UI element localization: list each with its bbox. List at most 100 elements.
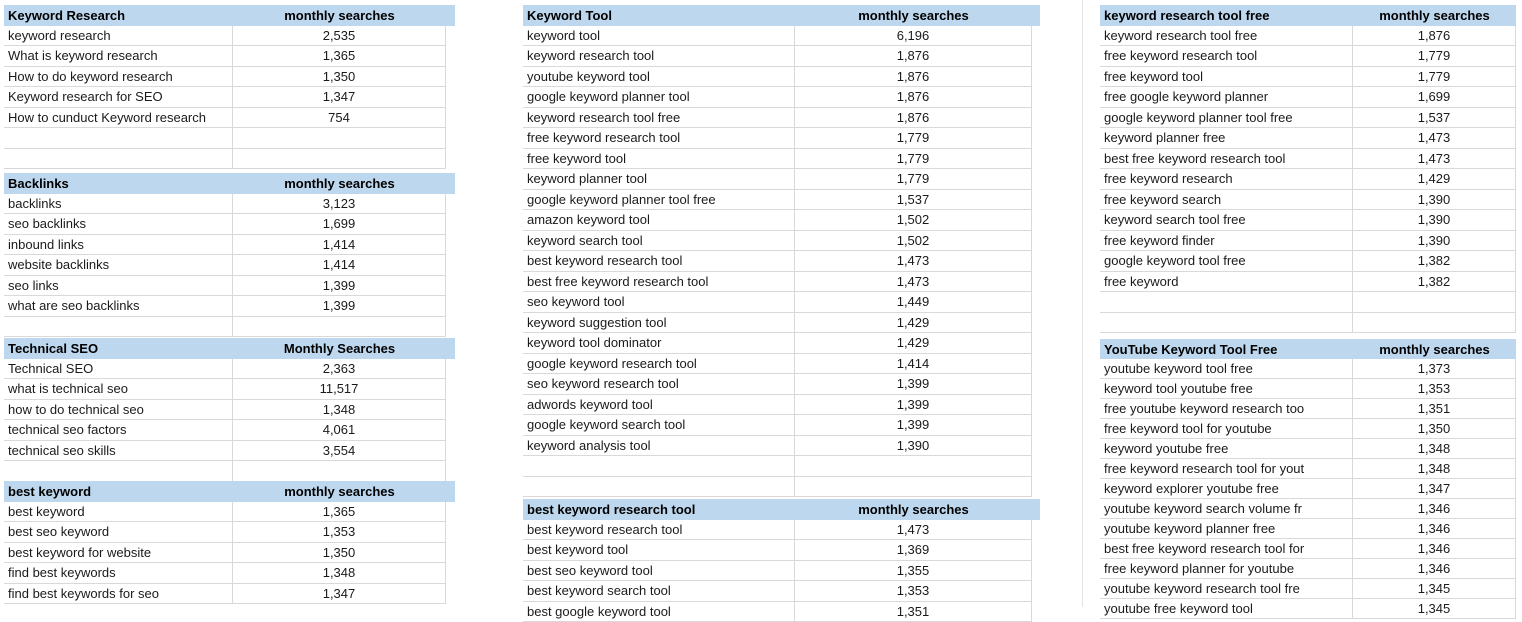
search-volume-cell[interactable] xyxy=(1353,313,1516,333)
keyword-cell[interactable]: find best keywords xyxy=(4,563,233,583)
keyword-cell[interactable]: best seo keyword tool xyxy=(523,561,795,581)
monthly-searches-header-cell[interactable]: monthly searches xyxy=(1353,342,1516,357)
keyword-cell[interactable]: keyword tool dominator xyxy=(523,333,795,353)
keyword-cell[interactable]: youtube keyword tool free xyxy=(1100,359,1353,378)
keyword-cell[interactable]: keyword planner free xyxy=(1100,128,1353,148)
table-title-cell[interactable]: Backlinks xyxy=(4,176,233,191)
keyword-cell[interactable]: keyword research tool free xyxy=(523,108,795,128)
search-volume-cell[interactable]: 1,414 xyxy=(233,255,446,275)
keyword-cell[interactable]: inbound links xyxy=(4,235,233,255)
search-volume-cell[interactable]: 754 xyxy=(233,108,446,128)
keyword-cell[interactable]: free keyword research tool xyxy=(1100,46,1353,66)
search-volume-cell[interactable]: 1,399 xyxy=(795,374,1032,394)
search-volume-cell[interactable] xyxy=(1353,292,1516,312)
search-volume-cell[interactable]: 1,779 xyxy=(795,128,1032,148)
search-volume-cell[interactable]: 1,414 xyxy=(233,235,446,255)
keyword-cell[interactable]: technical seo skills xyxy=(4,441,233,461)
search-volume-cell[interactable]: 1,429 xyxy=(1353,169,1516,189)
keyword-cell[interactable]: website backlinks xyxy=(4,255,233,275)
keyword-cell[interactable]: google keyword planner tool free xyxy=(523,190,795,210)
table-title-cell[interactable]: keyword research tool free xyxy=(1100,8,1353,23)
search-volume-cell[interactable]: 1,779 xyxy=(795,169,1032,189)
search-volume-cell[interactable]: 1,429 xyxy=(795,313,1032,333)
search-volume-cell[interactable]: 2,535 xyxy=(233,26,446,46)
keyword-cell[interactable]: keyword tool xyxy=(523,26,795,46)
keyword-cell[interactable]: youtube keyword search volume fr xyxy=(1100,499,1353,518)
search-volume-cell[interactable]: 1,353 xyxy=(1353,379,1516,398)
search-volume-cell[interactable]: 1,355 xyxy=(795,561,1032,581)
keyword-cell[interactable]: seo keyword research tool xyxy=(523,374,795,394)
table-title-cell[interactable]: best keyword research tool xyxy=(523,502,795,517)
keyword-cell[interactable]: best keyword search tool xyxy=(523,581,795,601)
search-volume-cell[interactable] xyxy=(233,461,446,481)
search-volume-cell[interactable]: 1,473 xyxy=(795,272,1032,292)
search-volume-cell[interactable]: 3,123 xyxy=(233,194,446,214)
monthly-searches-header-cell[interactable]: Monthly Searches xyxy=(233,341,446,356)
keyword-cell[interactable] xyxy=(523,477,795,497)
keyword-cell[interactable] xyxy=(1100,292,1353,312)
keyword-cell[interactable]: amazon keyword tool xyxy=(523,210,795,230)
search-volume-cell[interactable]: 1,350 xyxy=(233,543,446,563)
keyword-cell[interactable]: youtube free keyword tool xyxy=(1100,599,1353,618)
keyword-cell[interactable]: best keyword for website xyxy=(4,543,233,563)
search-volume-cell[interactable]: 1,348 xyxy=(233,400,446,420)
keyword-cell[interactable]: find best keywords for seo xyxy=(4,584,233,604)
search-volume-cell[interactable]: 1,382 xyxy=(1353,272,1516,292)
table-title-cell[interactable]: Keyword Tool xyxy=(523,8,795,23)
search-volume-cell[interactable]: 1,365 xyxy=(233,502,446,522)
keyword-cell[interactable]: keyword search tool free xyxy=(1100,210,1353,230)
search-volume-cell[interactable]: 1,390 xyxy=(1353,210,1516,230)
keyword-cell[interactable] xyxy=(4,128,233,148)
search-volume-cell[interactable]: 1,699 xyxy=(1353,87,1516,107)
keyword-cell[interactable]: How to do keyword research xyxy=(4,67,233,87)
search-volume-cell[interactable]: 1,779 xyxy=(1353,67,1516,87)
search-volume-cell[interactable]: 1,346 xyxy=(1353,539,1516,558)
keyword-cell[interactable]: google keyword tool free xyxy=(1100,251,1353,271)
search-volume-cell[interactable]: 1,399 xyxy=(233,276,446,296)
keyword-cell[interactable]: backlinks xyxy=(4,194,233,214)
keyword-cell[interactable]: seo keyword tool xyxy=(523,292,795,312)
search-volume-cell[interactable]: 1,779 xyxy=(795,149,1032,169)
monthly-searches-header-cell[interactable]: monthly searches xyxy=(1353,8,1516,23)
keyword-cell[interactable]: best seo keyword xyxy=(4,522,233,542)
search-volume-cell[interactable]: 1,876 xyxy=(795,67,1032,87)
search-volume-cell[interactable]: 1,399 xyxy=(795,415,1032,435)
keyword-cell[interactable]: keyword explorer youtube free xyxy=(1100,479,1353,498)
search-volume-cell[interactable]: 1,429 xyxy=(795,333,1032,353)
search-volume-cell[interactable] xyxy=(233,317,446,337)
keyword-cell[interactable]: keyword youtube free xyxy=(1100,439,1353,458)
keyword-cell[interactable]: youtube keyword tool xyxy=(523,67,795,87)
keyword-cell[interactable]: keyword research tool free xyxy=(1100,26,1353,46)
search-volume-cell[interactable]: 1,390 xyxy=(1353,190,1516,210)
keyword-cell[interactable]: keyword planner tool xyxy=(523,169,795,189)
keyword-cell[interactable]: free keyword search xyxy=(1100,190,1353,210)
keyword-cell[interactable]: adwords keyword tool xyxy=(523,395,795,415)
search-volume-cell[interactable]: 2,363 xyxy=(233,359,446,379)
keyword-cell[interactable]: google keyword planner tool xyxy=(523,87,795,107)
search-volume-cell[interactable]: 1,347 xyxy=(233,584,446,604)
search-volume-cell[interactable]: 1,779 xyxy=(1353,46,1516,66)
keyword-cell[interactable]: free keyword research xyxy=(1100,169,1353,189)
keyword-cell[interactable]: what is technical seo xyxy=(4,379,233,399)
monthly-searches-header-cell[interactable]: monthly searches xyxy=(233,8,446,23)
keyword-cell[interactable]: free keyword xyxy=(1100,272,1353,292)
search-volume-cell[interactable]: 1,876 xyxy=(795,87,1032,107)
search-volume-cell[interactable]: 1,346 xyxy=(1353,559,1516,578)
search-volume-cell[interactable]: 1,537 xyxy=(1353,108,1516,128)
search-volume-cell[interactable]: 1,350 xyxy=(1353,419,1516,438)
search-volume-cell[interactable]: 1,348 xyxy=(233,563,446,583)
table-title-cell[interactable]: YouTube Keyword Tool Free xyxy=(1100,342,1353,357)
keyword-cell[interactable]: How to cunduct Keyword research xyxy=(4,108,233,128)
search-volume-cell[interactable]: 1,537 xyxy=(795,190,1032,210)
search-volume-cell[interactable]: 3,554 xyxy=(233,441,446,461)
table-title-cell[interactable]: Technical SEO xyxy=(4,341,233,356)
search-volume-cell[interactable]: 1,449 xyxy=(795,292,1032,312)
keyword-cell[interactable]: free keyword research tool xyxy=(523,128,795,148)
search-volume-cell[interactable]: 1,473 xyxy=(795,251,1032,271)
keyword-cell[interactable]: keyword search tool xyxy=(523,231,795,251)
keyword-cell[interactable]: free keyword tool xyxy=(1100,67,1353,87)
keyword-cell[interactable]: free keyword tool xyxy=(523,149,795,169)
keyword-cell[interactable]: best keyword research tool xyxy=(523,520,795,540)
keyword-cell[interactable]: best free keyword research tool xyxy=(523,272,795,292)
keyword-cell[interactable]: keyword research xyxy=(4,26,233,46)
